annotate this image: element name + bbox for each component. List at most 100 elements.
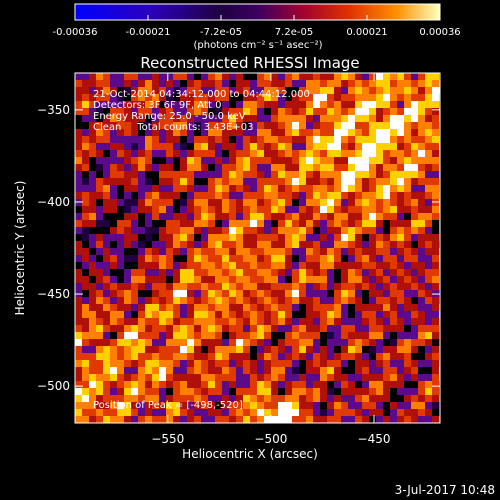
heatmap-cell — [131, 234, 138, 241]
heatmap-cell — [334, 360, 341, 367]
heatmap-cell — [250, 241, 257, 248]
heatmap-cell — [299, 206, 306, 213]
heatmap-cell — [264, 143, 271, 150]
heatmap-cell — [110, 325, 117, 332]
heatmap-cell — [383, 157, 390, 164]
heatmap-cell — [173, 311, 180, 318]
heatmap-cell — [362, 339, 369, 346]
heatmap-cell — [418, 325, 425, 332]
heatmap-cell — [208, 129, 215, 136]
heatmap-cell — [313, 304, 320, 311]
heatmap-cell — [411, 255, 418, 262]
heatmap-cell — [390, 304, 397, 311]
heatmap-cell — [103, 290, 110, 297]
heatmap-cell — [355, 143, 362, 150]
heatmap-cell — [75, 143, 82, 150]
heatmap-cell — [327, 297, 334, 304]
heatmap-cell — [75, 115, 82, 122]
heatmap-cell — [250, 388, 257, 395]
heatmap-cell — [236, 178, 243, 185]
heatmap-cell — [418, 255, 425, 262]
heatmap-cell — [201, 339, 208, 346]
heatmap-cell — [404, 227, 411, 234]
heatmap-cell — [292, 311, 299, 318]
heatmap-cell — [306, 108, 313, 115]
heatmap-cell — [131, 192, 138, 199]
heatmap-cell — [376, 171, 383, 178]
heatmap-cell — [404, 206, 411, 213]
heatmap-cell — [117, 409, 124, 416]
heatmap-cell — [180, 227, 187, 234]
heatmap-cell — [397, 269, 404, 276]
heatmap-cell — [257, 262, 264, 269]
heatmap-cell — [103, 395, 110, 402]
heatmap-cell — [194, 283, 201, 290]
heatmap-cell — [334, 171, 341, 178]
heatmap-cell — [96, 129, 103, 136]
colorbar-ticks — [74, 15, 441, 20]
heatmap-cell — [138, 255, 145, 262]
heatmap-cell — [250, 367, 257, 374]
heatmap-cell — [362, 80, 369, 87]
heatmap-cell — [257, 143, 264, 150]
heatmap-cell — [215, 129, 222, 136]
heatmap-cell — [397, 276, 404, 283]
heatmap-cell — [278, 311, 285, 318]
heatmap-cell — [138, 185, 145, 192]
heatmap-cell — [103, 283, 110, 290]
heatmap-cell — [103, 94, 110, 101]
heatmap-cell — [124, 234, 131, 241]
heatmap-cell — [432, 178, 439, 185]
heatmap-cell — [264, 87, 271, 94]
heatmap-cell — [383, 206, 390, 213]
heatmap-cell — [278, 374, 285, 381]
heatmap-cell — [215, 339, 222, 346]
heatmap-cell — [159, 206, 166, 213]
heatmap-cell — [96, 136, 103, 143]
x-tick-label: −550 — [151, 432, 184, 446]
heatmap-cell — [271, 367, 278, 374]
heatmap-cell — [278, 150, 285, 157]
heatmap-cell — [75, 192, 82, 199]
heatmap-cell — [411, 234, 418, 241]
heatmap-cell — [243, 353, 250, 360]
heatmap-cell — [243, 192, 250, 199]
heatmap-cell — [327, 94, 334, 101]
heatmap-cell — [327, 269, 334, 276]
heatmap-cell — [173, 269, 180, 276]
heatmap-cell — [187, 276, 194, 283]
heatmap-cell — [236, 262, 243, 269]
heatmap-cell — [75, 360, 82, 367]
heatmap-cell — [166, 227, 173, 234]
heatmap-cell — [383, 122, 390, 129]
heatmap-cell — [131, 353, 138, 360]
heatmap-cell — [320, 388, 327, 395]
heatmap-cell — [236, 325, 243, 332]
heatmap-cell — [418, 213, 425, 220]
heatmap-cell — [355, 164, 362, 171]
heatmap-cell — [229, 269, 236, 276]
heatmap-cell — [404, 374, 411, 381]
heatmap-cell — [103, 269, 110, 276]
heatmap-cell — [117, 234, 124, 241]
heatmap-cell — [376, 94, 383, 101]
heatmap-cell — [362, 262, 369, 269]
heatmap-cell — [166, 290, 173, 297]
heatmap-cell — [138, 248, 145, 255]
heatmap-cell — [124, 402, 131, 409]
heatmap-cell — [215, 227, 222, 234]
heatmap-cell — [243, 94, 250, 101]
heatmap-cell — [327, 290, 334, 297]
heatmap-cell — [425, 136, 432, 143]
heatmap-cell — [425, 220, 432, 227]
heatmap-cell — [327, 150, 334, 157]
heatmap-cell — [432, 283, 439, 290]
heatmap-cell — [411, 297, 418, 304]
heatmap-cell — [327, 241, 334, 248]
heatmap-cell — [173, 227, 180, 234]
heatmap-cell — [145, 157, 152, 164]
heatmap-cell — [194, 143, 201, 150]
heatmap-cell — [145, 199, 152, 206]
heatmap-cell — [341, 136, 348, 143]
heatmap-cell — [404, 255, 411, 262]
